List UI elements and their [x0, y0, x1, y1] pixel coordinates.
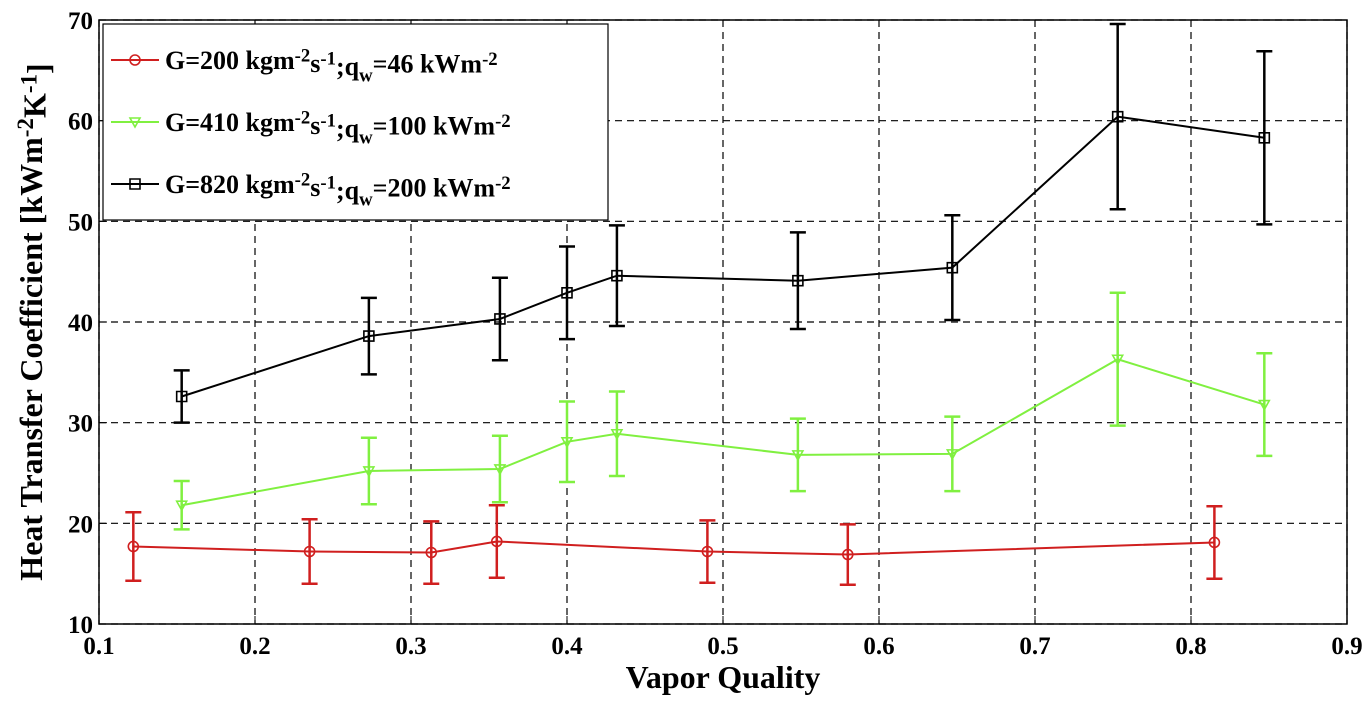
- error-bar: [491, 434, 508, 504]
- x-tick-label: 0.2: [239, 633, 270, 660]
- legend-label: G=410 kgm-2s-1;qw=100 kWm-2: [165, 108, 511, 149]
- error-bar: [173, 369, 190, 424]
- x-tick-label: 0.5: [707, 633, 738, 660]
- legend: G=200 kgm-2s-1;qw=46 kWm-2 G=410 kgm-2s-1…: [102, 23, 609, 221]
- marker: [303, 545, 316, 558]
- y-axis-label: Heat Transfer Coefficient [kWm-2K-1]: [12, 63, 56, 580]
- marker: [491, 535, 503, 548]
- error-bar: [360, 296, 377, 376]
- legend-marker: [129, 178, 141, 190]
- error-bar: [789, 417, 806, 493]
- marker: [791, 450, 805, 462]
- x-tick-label: 0.9: [1331, 633, 1362, 660]
- legend-marker: [128, 117, 142, 129]
- error-bar: [789, 231, 806, 331]
- y-tick-label: 30: [68, 411, 93, 438]
- marker: [701, 545, 714, 558]
- error-bar: [559, 245, 575, 341]
- error-bar: [608, 224, 625, 328]
- y-tick-label: 60: [68, 109, 93, 136]
- y-tick-label: 70: [68, 8, 93, 35]
- legend-label: G=820 kgm-2s-1;qw=200 kWm-2: [165, 170, 511, 211]
- error-bar: [423, 520, 440, 585]
- marker: [494, 313, 506, 325]
- error-bar: [301, 518, 318, 585]
- marker: [1208, 536, 1221, 549]
- error-bar: [699, 519, 716, 584]
- error-bar: [559, 400, 575, 484]
- error-bar: [173, 479, 190, 531]
- grid: [98, 19, 1348, 625]
- marker: [127, 540, 140, 553]
- marker: [945, 449, 959, 461]
- error-bar: [360, 436, 377, 506]
- marker: [493, 464, 507, 476]
- error-bar: [1256, 351, 1273, 458]
- x-tick-label: 0.6: [863, 633, 894, 660]
- marker: [175, 390, 188, 403]
- error-bar: [1109, 22, 1126, 211]
- legend-label: G=200 kgm-2s-1;qw=46 kWm-2: [165, 46, 498, 87]
- x-tick-label: 0.7: [1019, 633, 1050, 660]
- error-bar: [1109, 291, 1126, 427]
- error-bar: [608, 390, 625, 478]
- error-bar: [491, 276, 508, 362]
- x-tick-label: 0.8: [1175, 633, 1206, 660]
- error-bar: [125, 511, 142, 582]
- marker: [1111, 354, 1125, 366]
- marker: [363, 330, 375, 342]
- y-tick-label: 20: [68, 511, 93, 538]
- marker: [792, 274, 804, 287]
- error-bar: [944, 214, 961, 322]
- marker: [946, 261, 959, 274]
- marker: [842, 548, 854, 561]
- legend-marker: [129, 54, 141, 66]
- marker: [1111, 110, 1124, 123]
- marker: [561, 287, 573, 299]
- marker: [175, 500, 189, 512]
- marker: [425, 546, 438, 559]
- x-axis-label: Vapor Quality: [626, 659, 821, 695]
- y-tick-label: 10: [68, 612, 93, 639]
- marker: [362, 466, 376, 478]
- x-tick-label: 0.3: [395, 633, 426, 660]
- y-tick-label: 50: [68, 209, 93, 236]
- error-bar: [488, 503, 505, 579]
- marker: [1257, 399, 1271, 412]
- marker: [610, 428, 624, 441]
- marker: [1258, 131, 1271, 144]
- marker: [560, 436, 574, 449]
- error-bar: [1206, 504, 1223, 580]
- y-tick-label: 40: [68, 310, 93, 337]
- legend-box: [102, 23, 609, 221]
- marker: [611, 269, 623, 282]
- error-bar: [839, 523, 856, 586]
- marks: [125, 22, 1273, 586]
- x-tick-label: 0.1: [83, 633, 114, 660]
- x-tick-label: 0.4: [551, 633, 583, 660]
- error-bar: [944, 415, 961, 493]
- error-bar: [1256, 49, 1273, 226]
